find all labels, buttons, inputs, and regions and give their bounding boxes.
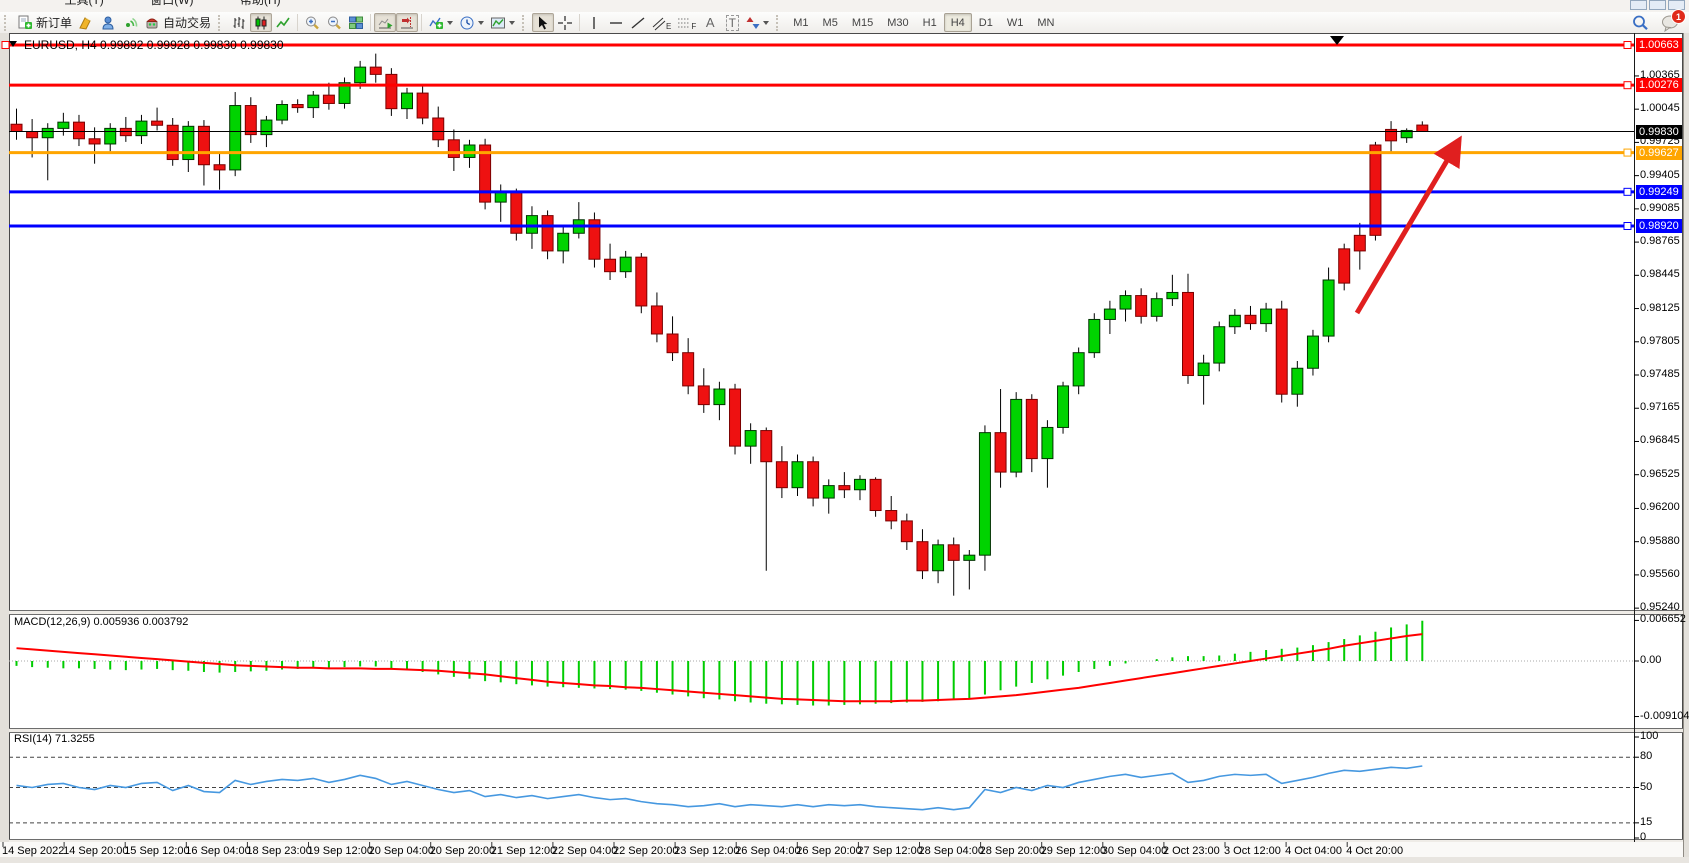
minimize-button[interactable] [1630,0,1647,10]
status-strip [0,857,1689,863]
horizontal-line-icon [608,15,624,31]
zoom-out-icon [326,15,342,31]
market-watch-button[interactable] [97,13,119,32]
toolbar-grip [4,14,11,31]
toolbar-separator [297,14,299,31]
periods-caret-icon [478,20,485,25]
fibonacci-button[interactable]: F [674,13,699,32]
arrows-button[interactable] [743,13,772,32]
new-order-label: 新订单 [36,16,73,30]
text-label-button[interactable]: T [721,13,743,32]
vertical-line-button[interactable] [583,13,605,32]
candlestick-chart-button[interactable] [250,13,273,32]
toolbar-grip [218,14,225,31]
trendline-icon [630,15,646,31]
timeframe-w1-button[interactable]: W1 [1006,16,1024,29]
person-chart-icon [100,15,116,31]
auto-scroll-button[interactable] [374,13,397,32]
toolbar-separator [579,14,581,31]
channel-icon [652,15,666,31]
ohlc-bars-icon [231,15,247,31]
menu-item-tools[interactable]: 工具(T) [64,0,104,7]
chat-button[interactable]: 1 [1658,9,1686,32]
arrows-shapes-icon [746,15,760,31]
menu-item-help[interactable]: 帮助(H) [240,0,281,7]
metaeditor-button[interactable] [75,13,97,32]
templates-caret-icon [509,20,516,25]
chart-shift-icon [399,15,415,31]
chart-shift-button[interactable] [396,13,419,32]
timeframe-mn-button[interactable]: MN [1037,16,1055,29]
fibonacci-icon [677,15,691,31]
cursor-arrow-icon [535,15,551,31]
line-chart-icon [275,15,291,31]
timeframe-d1-button[interactable]: D1 [978,16,993,29]
tile-windows-button[interactable] [345,13,367,32]
signals-button[interactable] [119,13,141,32]
signal-icon [122,15,138,31]
text-tool-icon: A [705,15,715,30]
crayon-icon [78,15,94,31]
zoom-in-icon [304,15,320,31]
autotrading-robot-icon [144,15,160,31]
timeframe-m1-button[interactable]: M1 [793,16,809,29]
auto-scroll-icon [377,15,393,31]
indicators-caret-icon [447,20,454,25]
toolbar: 新订单 自动交易 [0,12,1689,34]
search-icon [1631,14,1649,32]
templates-button[interactable] [487,13,518,32]
autotrading-button[interactable]: 自动交易 [141,13,214,32]
timeframe-m5-button[interactable]: M5 [822,16,838,29]
new-order-icon [17,15,33,31]
toolbar-grip [776,14,783,31]
timeframe-m15-button[interactable]: M15 [851,16,874,29]
periods-button[interactable] [456,13,487,32]
zoom-out-button[interactable] [323,13,345,32]
menu-bar: 工具(T) 窗口(W) 帮助(H) [0,0,1689,12]
menu-item-window[interactable]: 窗口(W) [150,0,194,7]
time-axis [0,842,1689,857]
template-chart-icon [490,15,506,31]
cursor-button[interactable] [532,13,555,32]
indicators-icon [428,15,444,31]
toolbar-grip [522,14,529,31]
trendline-button[interactable] [627,13,649,32]
clock-icon [459,15,475,31]
timeframe-m30-button[interactable]: M30 [887,16,909,29]
fibonacci-tag: F [691,22,697,31]
tile-windows-icon [348,15,364,31]
channel-tag: E [666,22,672,31]
new-order-button[interactable]: 新订单 [14,13,75,32]
vertical-line-icon [586,15,602,31]
crosshair-icon [557,15,573,31]
text-label-icon: T [725,14,739,31]
crosshair-button[interactable] [554,13,576,32]
timeframe-h4-button[interactable]: H4 [943,13,972,32]
autotrading-label: 自动交易 [163,16,212,30]
indicators-button[interactable] [425,13,456,32]
arrows-caret-icon [763,20,770,25]
toolbar-separator [421,14,423,31]
bar-chart-button[interactable] [228,13,250,32]
zoom-in-button[interactable] [301,13,323,32]
horizontal-line-button[interactable] [605,13,627,32]
equidistant-channel-button[interactable]: E [649,13,674,32]
toolbar-separator [370,14,372,31]
candlestick-icon [253,15,269,31]
panel-separator[interactable] [9,728,1683,733]
chart-window[interactable] [9,33,1683,842]
window-right-edge [1683,33,1689,857]
panel-separator[interactable] [9,610,1683,615]
notification-badge: 1 [1671,9,1686,24]
price-axis-border [1634,33,1635,842]
search-button[interactable] [1628,13,1652,32]
timeframe-h1-button[interactable]: H1 [922,16,937,29]
text-button[interactable]: A [699,13,721,32]
line-chart-button[interactable] [272,13,294,32]
restore-button[interactable] [1649,0,1666,10]
